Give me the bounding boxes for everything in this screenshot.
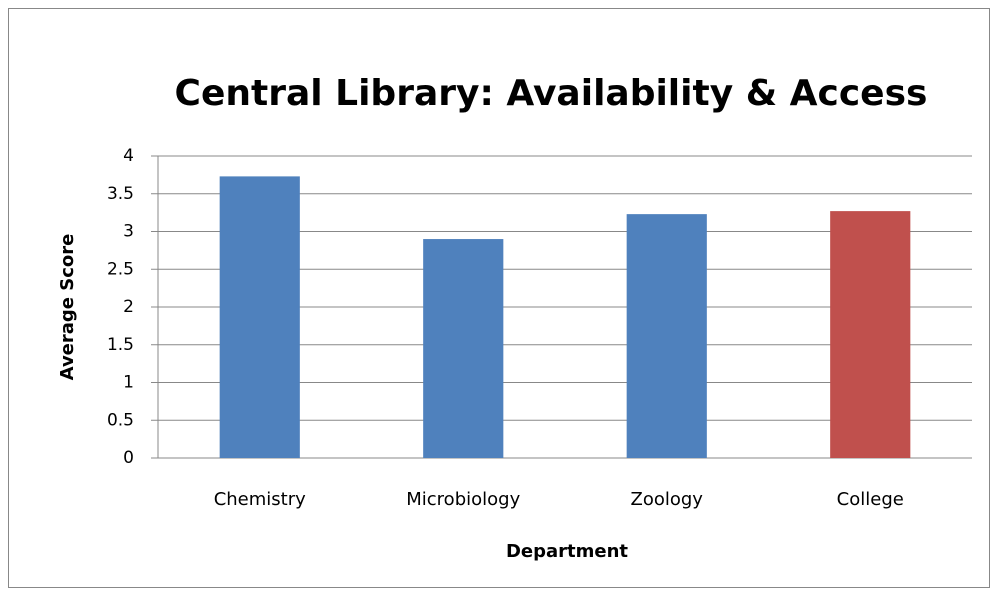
y-tick-label: 0.5 xyxy=(107,410,134,430)
y-axis-label: Average Score xyxy=(57,234,78,381)
bar xyxy=(626,214,707,458)
y-tick-label: 1.5 xyxy=(107,335,134,355)
y-tick-label: 4 xyxy=(123,146,134,166)
y-tick-label: 2 xyxy=(123,297,134,317)
bar xyxy=(423,239,504,458)
x-tick-label: Zoology xyxy=(631,489,704,510)
bar xyxy=(219,176,300,458)
y-tick-label: 2.5 xyxy=(107,259,134,279)
y-tick-label: 1 xyxy=(123,373,134,393)
y-tick-label: 3.5 xyxy=(107,184,134,204)
x-axis-label: Department xyxy=(506,541,628,562)
x-tick-label: College xyxy=(837,489,904,510)
x-tick-label: Chemistry xyxy=(214,489,306,510)
chart-title: Central Library: Availability & Access xyxy=(175,73,928,114)
y-tick-label: 3 xyxy=(123,222,134,242)
bar xyxy=(830,211,911,458)
x-tick-label: Microbiology xyxy=(406,489,520,510)
y-tick-label: 0 xyxy=(123,448,134,468)
